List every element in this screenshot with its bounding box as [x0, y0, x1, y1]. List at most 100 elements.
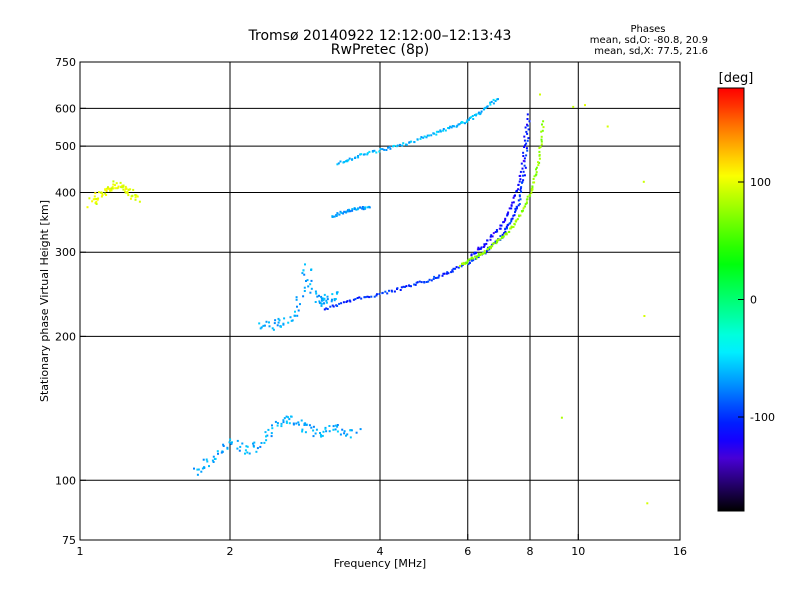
data-point	[517, 183, 520, 186]
data-point	[437, 130, 440, 133]
data-point	[255, 450, 258, 453]
data-point	[196, 468, 199, 471]
data-point	[514, 211, 516, 214]
data-point	[291, 319, 294, 322]
data-point	[332, 428, 335, 431]
data-point	[363, 296, 366, 299]
data-point	[306, 279, 309, 282]
data-point	[312, 429, 315, 432]
data-point	[304, 431, 307, 434]
data-point	[334, 298, 337, 300]
data-point	[475, 251, 478, 254]
data-point	[320, 302, 323, 305]
data-point	[345, 210, 348, 213]
data-point	[388, 145, 391, 148]
data-point	[443, 272, 446, 275]
data-point	[470, 259, 473, 262]
data-point	[413, 283, 416, 286]
data-point	[362, 206, 365, 209]
colorbar-tick-label: 0	[750, 294, 757, 307]
data-point	[499, 224, 502, 227]
data-point	[517, 204, 520, 207]
data-point	[387, 146, 389, 149]
data-point	[451, 269, 454, 272]
data-point	[467, 263, 470, 266]
data-point	[408, 141, 411, 144]
x-tick-label: 2	[227, 545, 234, 558]
data-point	[485, 242, 488, 245]
phases-mean-x: mean, sd,X: 77.5, 21.6	[594, 46, 708, 57]
data-point	[522, 174, 524, 177]
data-point	[399, 143, 401, 146]
data-point	[276, 422, 279, 425]
data-point	[519, 198, 522, 201]
data-point	[360, 297, 363, 300]
data-point	[122, 184, 125, 187]
data-point	[496, 241, 499, 243]
data-point	[524, 203, 527, 206]
data-point	[334, 428, 337, 431]
data-point	[517, 199, 520, 202]
data-point	[342, 301, 345, 304]
data-point	[135, 194, 138, 197]
data-point	[297, 309, 300, 312]
data-point	[105, 190, 108, 192]
data-point	[268, 321, 270, 324]
data-point	[642, 180, 645, 183]
data-point	[362, 208, 365, 211]
data-point	[439, 129, 442, 132]
data-point	[477, 255, 480, 257]
data-point	[91, 200, 94, 203]
data-point	[127, 189, 130, 191]
data-point	[402, 142, 405, 145]
data-point	[454, 267, 457, 270]
series-x-mode-f-trace	[459, 120, 545, 267]
data-point	[535, 173, 538, 176]
data-point	[442, 129, 445, 132]
data-point	[295, 296, 298, 299]
data-point	[515, 219, 518, 222]
data-point	[343, 430, 346, 433]
data-point	[495, 242, 498, 245]
data-point	[475, 255, 478, 258]
data-point	[321, 299, 323, 302]
data-point	[226, 446, 229, 449]
data-point	[525, 147, 528, 150]
data-point	[280, 422, 283, 425]
data-point	[124, 188, 127, 190]
data-point	[391, 290, 394, 293]
data-point	[318, 294, 320, 297]
data-point	[430, 134, 433, 137]
data-point	[457, 266, 460, 269]
data-point	[512, 196, 515, 199]
data-point	[560, 416, 563, 419]
data-point	[378, 150, 381, 153]
data-point	[338, 302, 341, 305]
data-point	[319, 433, 322, 436]
data-point	[467, 118, 470, 121]
y-tick-label: 500	[55, 140, 76, 153]
data-point	[504, 219, 507, 222]
data-point	[483, 244, 486, 247]
data-point	[460, 265, 463, 268]
phases-mean-o: mean, sd,O: -80.8, 20.9	[590, 35, 708, 46]
data-point	[527, 128, 530, 131]
data-point	[396, 287, 399, 290]
data-point	[280, 425, 283, 428]
data-point	[104, 188, 107, 191]
data-point	[314, 301, 317, 303]
data-point	[514, 194, 516, 197]
data-point	[527, 137, 530, 140]
data-point	[264, 431, 267, 434]
data-point	[129, 188, 132, 191]
data-point	[469, 258, 472, 261]
data-point	[439, 130, 442, 133]
data-point	[305, 280, 307, 282]
data-point	[521, 167, 524, 170]
data-point	[271, 427, 274, 430]
data-point	[346, 300, 349, 303]
data-point	[489, 238, 492, 241]
data-point	[503, 232, 505, 235]
data-point	[289, 316, 292, 319]
